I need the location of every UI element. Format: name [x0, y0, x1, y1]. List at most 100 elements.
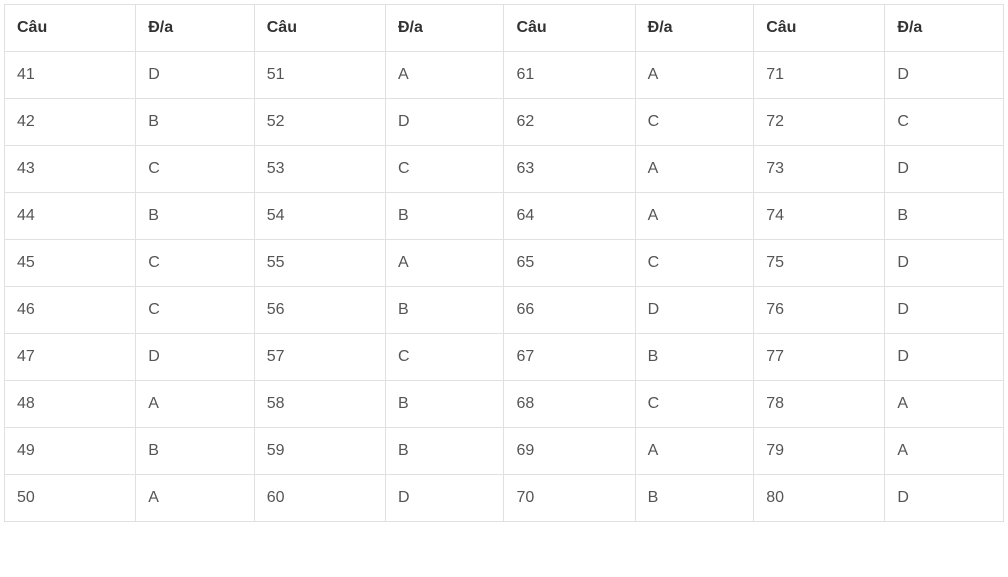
table-cell: 58: [254, 381, 385, 428]
table-cell: 72: [754, 99, 885, 146]
table-cell: C: [136, 146, 255, 193]
table-header-row: Câu Đ/a Câu Đ/a Câu Đ/a Câu Đ/a: [5, 5, 1004, 52]
table-cell: B: [885, 193, 1004, 240]
table-cell: 51: [254, 52, 385, 99]
table-cell: D: [885, 287, 1004, 334]
header-da-2: Đ/a: [385, 5, 504, 52]
table-row: 48A58B68C78A: [5, 381, 1004, 428]
table-cell: D: [885, 334, 1004, 381]
table-cell: C: [635, 381, 754, 428]
table-cell: 59: [254, 428, 385, 475]
table-cell: B: [136, 193, 255, 240]
table-cell: B: [635, 334, 754, 381]
table-cell: B: [385, 287, 504, 334]
header-cau-3: Câu: [504, 5, 635, 52]
table-cell: 78: [754, 381, 885, 428]
table-cell: 67: [504, 334, 635, 381]
table-cell: 53: [254, 146, 385, 193]
table-cell: D: [885, 475, 1004, 522]
table-cell: 79: [754, 428, 885, 475]
table-cell: B: [136, 99, 255, 146]
table-cell: D: [635, 287, 754, 334]
table-row: 47D57C67B77D: [5, 334, 1004, 381]
table-cell: D: [885, 240, 1004, 287]
header-cau-1: Câu: [5, 5, 136, 52]
table-cell: B: [385, 428, 504, 475]
table-cell: 75: [754, 240, 885, 287]
table-cell: D: [385, 475, 504, 522]
table-cell: A: [635, 52, 754, 99]
table-cell: 76: [754, 287, 885, 334]
table-cell: 42: [5, 99, 136, 146]
table-cell: A: [385, 240, 504, 287]
table-cell: 77: [754, 334, 885, 381]
table-cell: 54: [254, 193, 385, 240]
table-row: 42B52D62C72C: [5, 99, 1004, 146]
table-row: 43C53C63A73D: [5, 146, 1004, 193]
table-cell: 74: [754, 193, 885, 240]
table-cell: A: [635, 146, 754, 193]
table-cell: 70: [504, 475, 635, 522]
table-cell: C: [885, 99, 1004, 146]
table-cell: B: [385, 193, 504, 240]
table-cell: A: [385, 52, 504, 99]
table-row: 45C55A65C75D: [5, 240, 1004, 287]
table-cell: 47: [5, 334, 136, 381]
table-cell: 44: [5, 193, 136, 240]
table-cell: 73: [754, 146, 885, 193]
table-cell: B: [635, 475, 754, 522]
table-row: 41D51A61A71D: [5, 52, 1004, 99]
header-cau-2: Câu: [254, 5, 385, 52]
answer-key-table: Câu Đ/a Câu Đ/a Câu Đ/a Câu Đ/a 41D51A61…: [4, 4, 1004, 522]
table-cell: 55: [254, 240, 385, 287]
table-cell: D: [385, 99, 504, 146]
table-cell: 43: [5, 146, 136, 193]
table-cell: A: [885, 428, 1004, 475]
table-cell: 46: [5, 287, 136, 334]
table-cell: 63: [504, 146, 635, 193]
table-row: 49B59B69A79A: [5, 428, 1004, 475]
table-cell: A: [635, 428, 754, 475]
table-cell: 71: [754, 52, 885, 99]
table-row: 50A60D70B80D: [5, 475, 1004, 522]
table-cell: 80: [754, 475, 885, 522]
table-cell: D: [136, 52, 255, 99]
table-cell: A: [635, 193, 754, 240]
table-cell: 52: [254, 99, 385, 146]
table-cell: 61: [504, 52, 635, 99]
header-da-1: Đ/a: [136, 5, 255, 52]
table-cell: 50: [5, 475, 136, 522]
table-cell: B: [136, 428, 255, 475]
table-cell: 57: [254, 334, 385, 381]
table-cell: A: [136, 381, 255, 428]
header-da-3: Đ/a: [635, 5, 754, 52]
table-cell: 41: [5, 52, 136, 99]
table-row: 46C56B66D76D: [5, 287, 1004, 334]
header-cau-4: Câu: [754, 5, 885, 52]
header-da-4: Đ/a: [885, 5, 1004, 52]
table-cell: B: [385, 381, 504, 428]
table-cell: 56: [254, 287, 385, 334]
table-cell: C: [385, 334, 504, 381]
table-cell: C: [136, 240, 255, 287]
table-cell: A: [136, 475, 255, 522]
table-cell: C: [635, 99, 754, 146]
table-cell: 62: [504, 99, 635, 146]
table-cell: 66: [504, 287, 635, 334]
table-cell: D: [885, 146, 1004, 193]
table-body: 41D51A61A71D42B52D62C72C43C53C63A73D44B5…: [5, 52, 1004, 522]
table-cell: 65: [504, 240, 635, 287]
table-cell: 48: [5, 381, 136, 428]
table-cell: D: [885, 52, 1004, 99]
table-cell: 45: [5, 240, 136, 287]
table-cell: 68: [504, 381, 635, 428]
table-cell: C: [385, 146, 504, 193]
table-cell: 49: [5, 428, 136, 475]
table-cell: C: [635, 240, 754, 287]
table-cell: 64: [504, 193, 635, 240]
table-cell: 69: [504, 428, 635, 475]
table-cell: D: [136, 334, 255, 381]
table-row: 44B54B64A74B: [5, 193, 1004, 240]
table-cell: 60: [254, 475, 385, 522]
table-cell: A: [885, 381, 1004, 428]
